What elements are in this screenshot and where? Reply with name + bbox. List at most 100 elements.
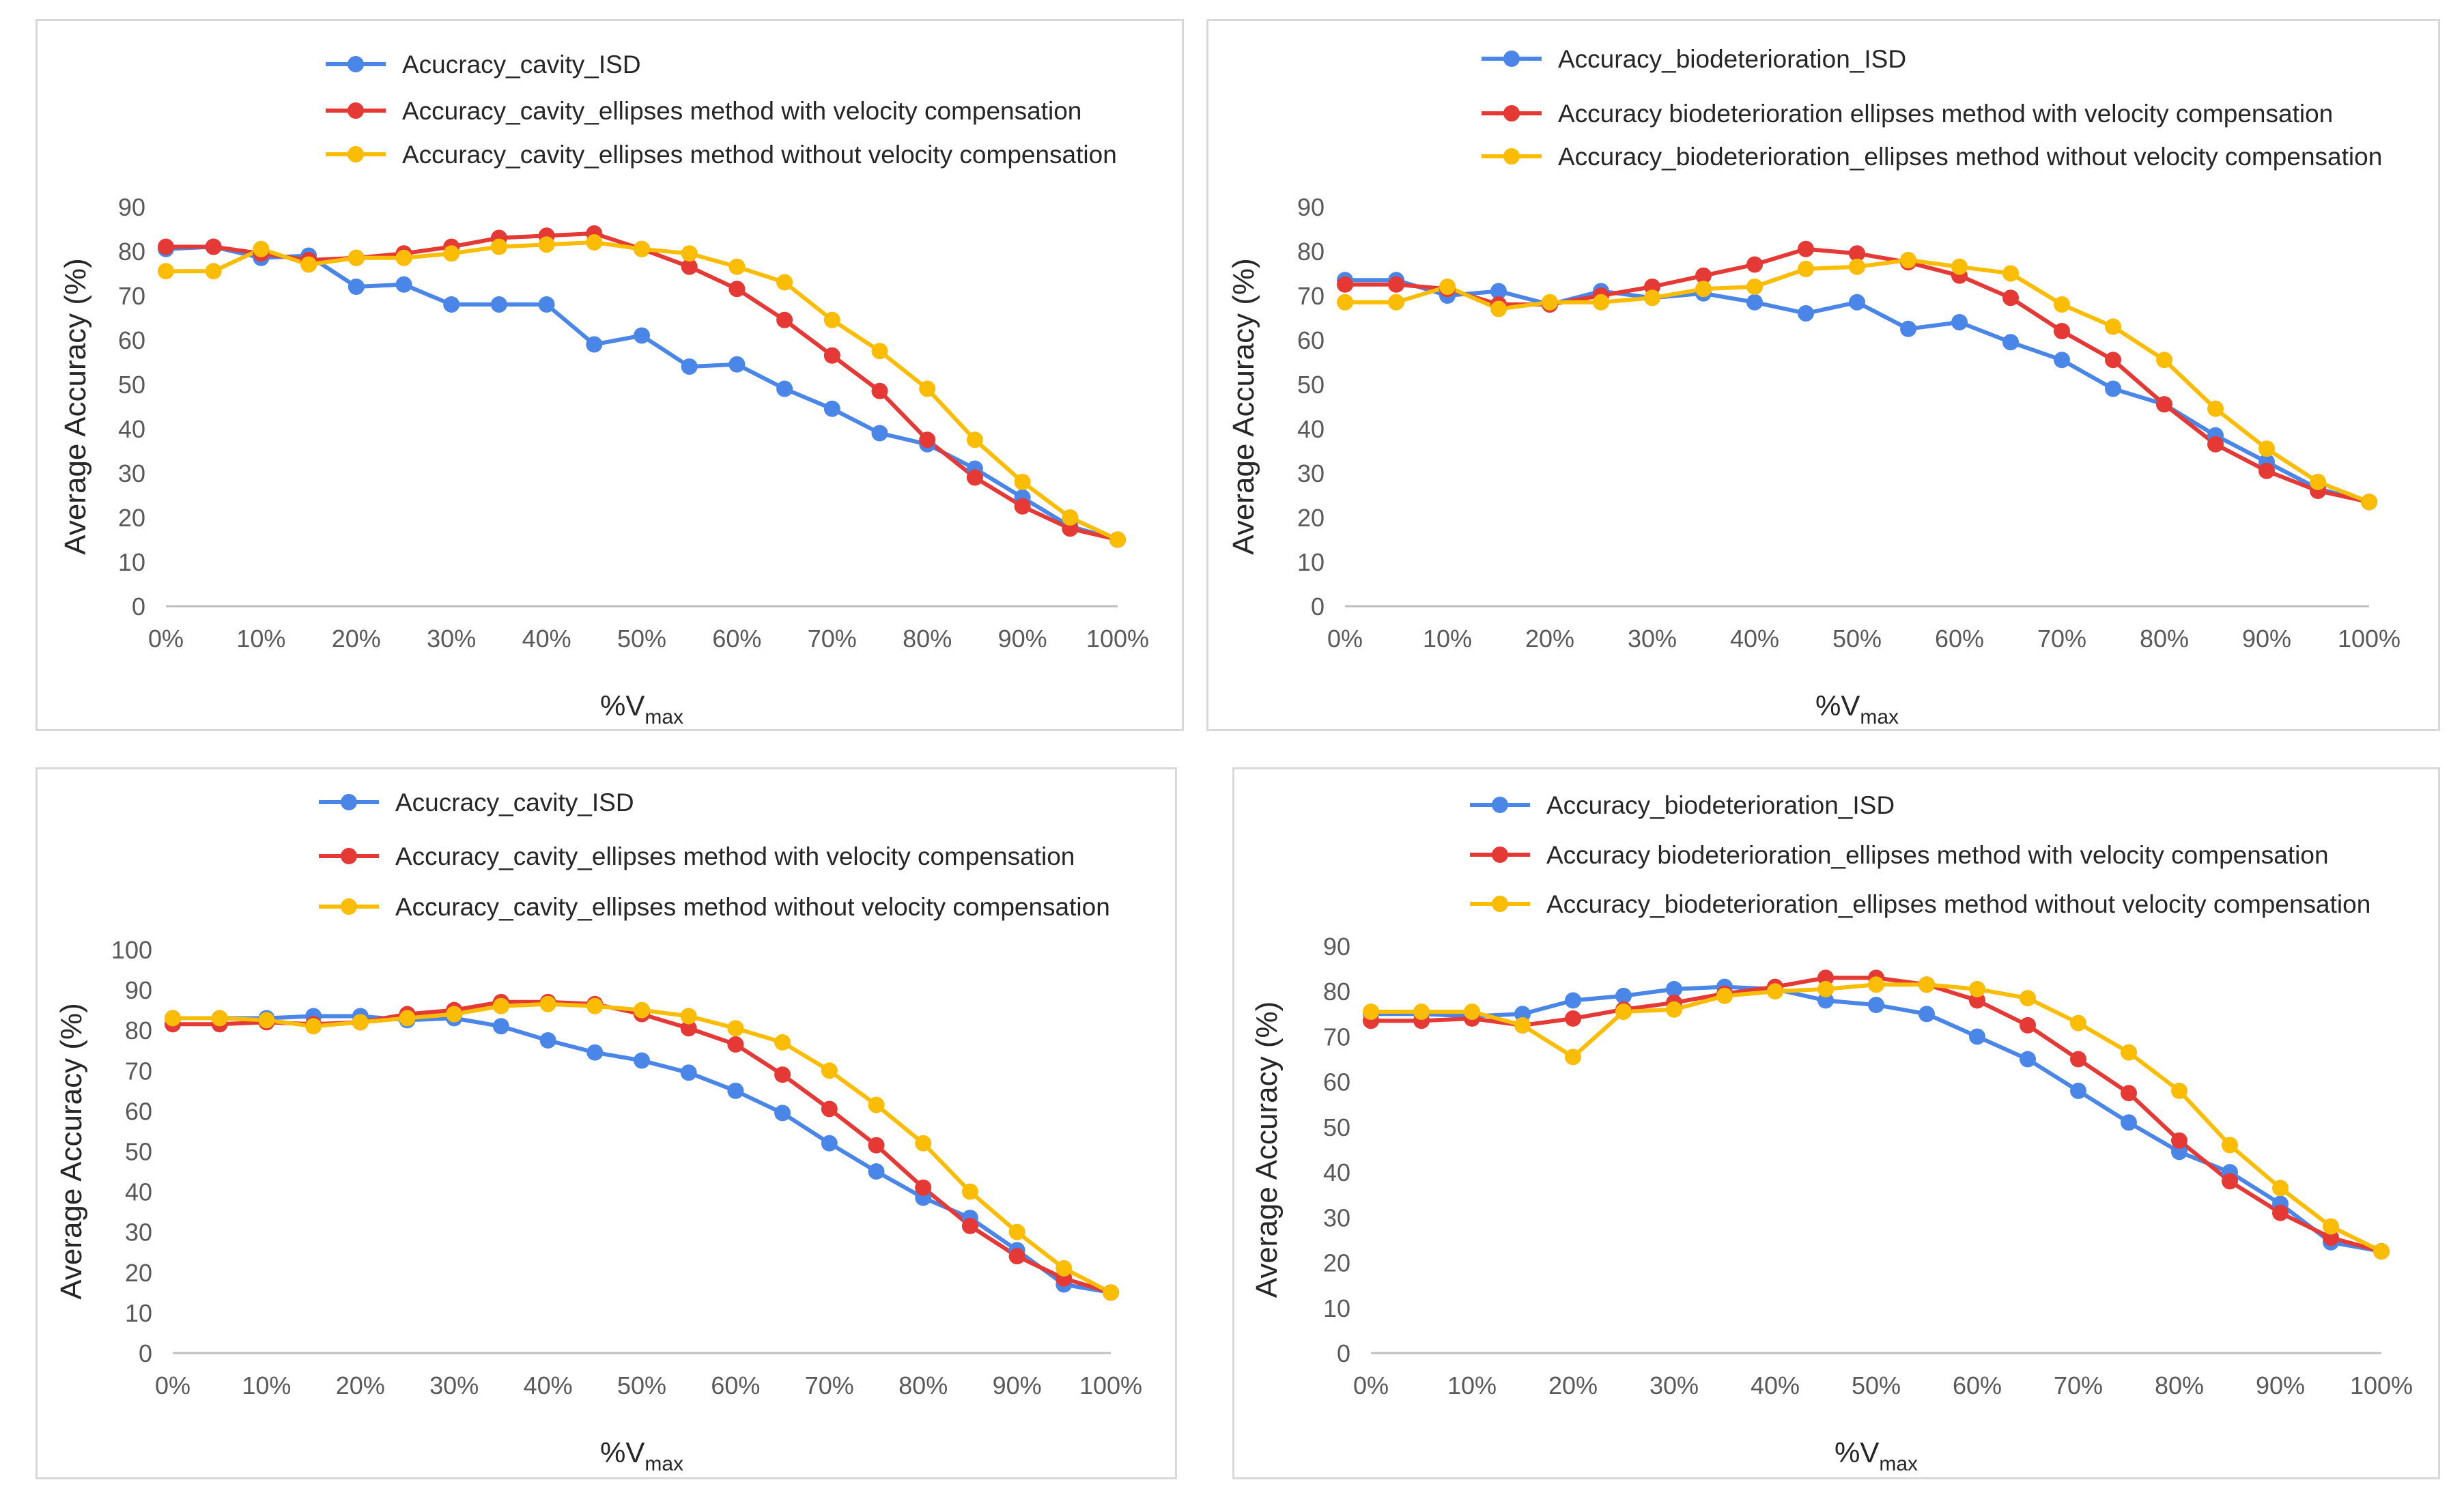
data-point-isd bbox=[2020, 1051, 2036, 1068]
data-point-without bbox=[1817, 980, 1834, 997]
y-tick-label: 40 bbox=[118, 415, 145, 443]
y-tick-label: 30 bbox=[125, 1219, 152, 1247]
x-tick-label: 50% bbox=[1852, 1371, 1901, 1399]
data-point-with bbox=[1817, 969, 1834, 986]
x-tick-label: 20% bbox=[1525, 625, 1574, 653]
y-tick-label: 80 bbox=[118, 238, 145, 266]
data-point-without bbox=[1490, 300, 1507, 317]
x-tick-label: 80% bbox=[2155, 1371, 2204, 1399]
x-tick-label: 10% bbox=[236, 625, 285, 653]
data-point-without bbox=[1918, 976, 1935, 993]
data-point-without bbox=[253, 240, 270, 257]
data-point-without bbox=[2020, 990, 2036, 1007]
y-tick-label: 60 bbox=[1323, 1068, 1350, 1096]
x-tick-label: 0% bbox=[1353, 1371, 1389, 1399]
data-point-isd bbox=[1514, 1006, 1531, 1023]
data-point-isd bbox=[490, 296, 507, 313]
x-tick-label: 80% bbox=[898, 1371, 948, 1399]
y-tick-label: 20 bbox=[118, 504, 145, 532]
data-point-isd bbox=[727, 1082, 744, 1099]
data-point-isd bbox=[2054, 352, 2070, 369]
data-point-without bbox=[300, 256, 317, 273]
chart-panel-biodeterioration-bottom-right: 0 10 20 30 40 50 60 70 80 90 0% 10% 20% 30% 40% 50% 60% 7… bbox=[1232, 767, 2440, 1479]
data-point-isd bbox=[868, 1163, 885, 1180]
data-point-without bbox=[2207, 400, 2224, 417]
y-tick-label: 20 bbox=[125, 1259, 152, 1287]
y-axis-label: Average Accuracy (%) bbox=[55, 1003, 88, 1299]
x-tick-label: 50% bbox=[617, 1371, 666, 1399]
data-point-isd bbox=[348, 279, 365, 295]
data-point-without bbox=[634, 240, 650, 257]
data-point-without bbox=[1008, 1223, 1025, 1240]
x-tick-label: 80% bbox=[2140, 625, 2189, 653]
y-tick-label: 20 bbox=[1323, 1249, 1350, 1277]
chart-svg: 0 10 20 30 40 50 60 70 80 90 0% 10% 20% 30% 40% 50% 60% 7… bbox=[59, 51, 1149, 728]
data-point-with bbox=[2222, 1173, 2238, 1190]
data-point-without bbox=[1644, 289, 1660, 307]
data-point-without bbox=[2156, 352, 2172, 369]
legend-marker-without bbox=[1492, 896, 1508, 912]
data-point-with bbox=[1746, 256, 1763, 273]
data-point-without bbox=[395, 249, 412, 266]
y-tick-label: 90 bbox=[1297, 193, 1325, 221]
legend-entry-with: Accuracy_cavity_ellipses method with vel… bbox=[395, 842, 1075, 870]
data-point-without bbox=[1900, 252, 1916, 268]
data-point-isd bbox=[681, 358, 698, 375]
data-point-with bbox=[1849, 245, 1865, 262]
data-point-without bbox=[446, 1006, 463, 1023]
data-point-isd bbox=[586, 1044, 604, 1061]
data-point-without bbox=[352, 1014, 369, 1031]
data-point-without bbox=[399, 1010, 416, 1027]
x-tick-label: 90% bbox=[2256, 1371, 2305, 1399]
legend-entry-isd: Acucracy_cavity_ISD bbox=[395, 788, 634, 816]
legend-marker-isd bbox=[341, 794, 357, 810]
data-point-without bbox=[1565, 1049, 1581, 1066]
data-point-isd bbox=[2121, 1114, 2137, 1131]
data-point-without bbox=[2054, 296, 2070, 313]
data-point-isd bbox=[1666, 980, 1682, 997]
data-point-with bbox=[774, 1066, 791, 1083]
x-axis-label: %Vmax bbox=[1835, 1436, 1918, 1475]
legend-entry-without: Accuracy_cavity_ellipses method without … bbox=[395, 893, 1110, 921]
data-point-without bbox=[2070, 1014, 2086, 1032]
x-tick-label: 70% bbox=[805, 1371, 854, 1399]
y-tick-label: 90 bbox=[1323, 933, 1350, 961]
y-tick-label: 40 bbox=[125, 1178, 152, 1206]
x-tick-label: 60% bbox=[711, 1371, 760, 1399]
data-point-with bbox=[727, 1036, 744, 1053]
data-point-without bbox=[211, 1010, 228, 1027]
data-point-without bbox=[348, 249, 365, 266]
legend-entry-isd: Accuracy_biodeterioration_ISD bbox=[1546, 791, 1895, 819]
data-point-with bbox=[1969, 992, 1985, 1009]
data-point-isd bbox=[821, 1135, 838, 1152]
data-point-without bbox=[1413, 1004, 1430, 1021]
data-point-without bbox=[1014, 474, 1031, 490]
x-tick-label: 50% bbox=[1832, 625, 1882, 653]
data-point-isd bbox=[2002, 334, 2019, 351]
data-point-isd bbox=[492, 1018, 509, 1035]
data-point-without bbox=[1593, 294, 1609, 311]
data-point-isd bbox=[1951, 314, 1968, 330]
series-line-isd bbox=[165, 244, 1118, 542]
y-tick-label: 10 bbox=[118, 548, 145, 576]
data-point-with bbox=[2171, 1132, 2187, 1149]
y-tick-label: 70 bbox=[1297, 282, 1325, 310]
data-point-without bbox=[774, 1034, 791, 1051]
legend-entry-isd: Acucracy_cavity_ISD bbox=[402, 51, 641, 79]
data-point-without bbox=[305, 1018, 322, 1035]
y-axis-label: Average Accuracy (%) bbox=[1250, 1001, 1284, 1298]
data-point-with bbox=[871, 382, 888, 399]
data-point-with bbox=[2121, 1085, 2137, 1102]
data-point-with bbox=[1695, 267, 1712, 284]
x-tick-label: 90% bbox=[998, 625, 1047, 653]
data-point-without bbox=[2310, 474, 2326, 490]
data-point-isd bbox=[871, 425, 888, 442]
data-point-isd bbox=[539, 1032, 556, 1049]
data-point-without bbox=[1337, 294, 1353, 311]
data-point-without bbox=[1056, 1260, 1073, 1277]
data-point-with bbox=[205, 238, 222, 255]
data-point-with bbox=[919, 431, 936, 449]
data-point-with bbox=[728, 281, 746, 298]
legend-marker-isd bbox=[1503, 51, 1520, 67]
x-tick-label: 0% bbox=[1327, 625, 1363, 653]
